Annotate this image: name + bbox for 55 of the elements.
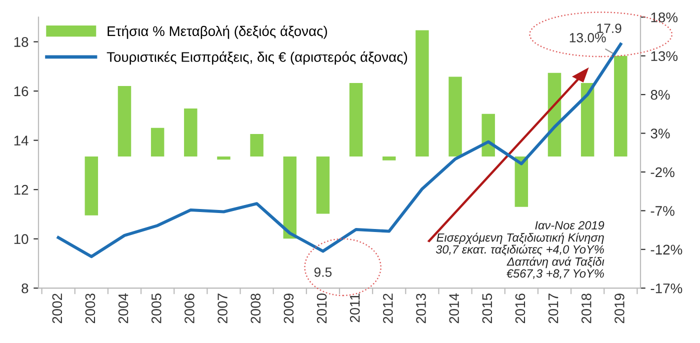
- y-tick-label: 18: [14, 37, 28, 47]
- bar: [84, 156, 98, 216]
- y-tick-label: 10: [14, 234, 28, 244]
- bar: [217, 156, 230, 160]
- bar: [118, 86, 132, 157]
- y-tick-label: 8: [22, 283, 28, 294]
- bar: [184, 108, 198, 157]
- bar: [316, 156, 330, 214]
- x-tick-label: 2008: [250, 294, 261, 324]
- y2-tick-label: 13%: [651, 51, 678, 62]
- bar: [416, 30, 429, 157]
- bar: [514, 156, 528, 207]
- x-tick-label: 2014: [449, 293, 459, 324]
- legend-label: Τουριστικές Εισπράξεις, δις € (αριστερός άξονας): [106, 51, 408, 65]
- data-label: 17.9: [597, 24, 622, 34]
- legend-label: Ετήσια % Μεταβολή (δεξιός άξονας): [108, 25, 328, 39]
- x-tick-label: 2002: [52, 294, 62, 324]
- x-tick-label: 2018: [581, 294, 592, 324]
- y2-tick-label: 3%: [650, 128, 670, 138]
- data-label: 9.5: [314, 268, 332, 277]
- x-tick-label: 2006: [184, 294, 194, 324]
- y-tick-label: 14: [14, 136, 28, 146]
- x-tick-label: 2007: [218, 294, 228, 324]
- bar: [448, 76, 462, 157]
- x-tick-label: 2012: [383, 294, 393, 324]
- y2-tick-label: -12%: [650, 244, 682, 255]
- x-tick-label: 2004: [118, 293, 128, 324]
- y2-tick-label: 18%: [651, 12, 678, 22]
- x-tick-label: 2013: [416, 294, 426, 324]
- bar: [150, 128, 164, 157]
- y-tick-label: 16: [14, 86, 28, 96]
- y2-tick-label: -2%: [650, 167, 674, 178]
- y2-tick-label: -17%: [650, 284, 682, 294]
- bar: [349, 82, 363, 157]
- bar: [283, 156, 296, 239]
- bar: [382, 156, 396, 160]
- bar: [614, 56, 628, 157]
- x-tick-label: 2005: [151, 294, 162, 324]
- bar: [580, 82, 594, 157]
- x-tick-label: 2010: [316, 294, 327, 324]
- x-tick-label: 2019: [614, 294, 624, 324]
- x-tick-label: 2003: [85, 294, 96, 324]
- y2-tick-label: -7%: [650, 206, 674, 216]
- data-label: 13.0%: [570, 33, 606, 42]
- y-tick-label: 12: [14, 184, 28, 195]
- x-tick-label: 2016: [515, 294, 526, 324]
- y2-tick-label: 8%: [650, 90, 670, 100]
- x-tick-label: 2009: [284, 294, 294, 324]
- x-tick-label: 2017: [548, 294, 558, 324]
- bar: [482, 114, 495, 157]
- bar: [250, 134, 264, 157]
- line-series: [56, 42, 622, 258]
- x-tick-label: 2011: [350, 294, 360, 322]
- x-tick-label: 2015: [482, 294, 492, 324]
- annotation: Ιαν-Νοε 2019 Εισερχόμενη Ταξιδιωτική Κίνηση 30,7 εκατ. ταξιδιώτες +4,0 YoY% Δαπάνη ανά Ταξίδι €567,3 +8,7 YoY%: [436, 221, 604, 280]
